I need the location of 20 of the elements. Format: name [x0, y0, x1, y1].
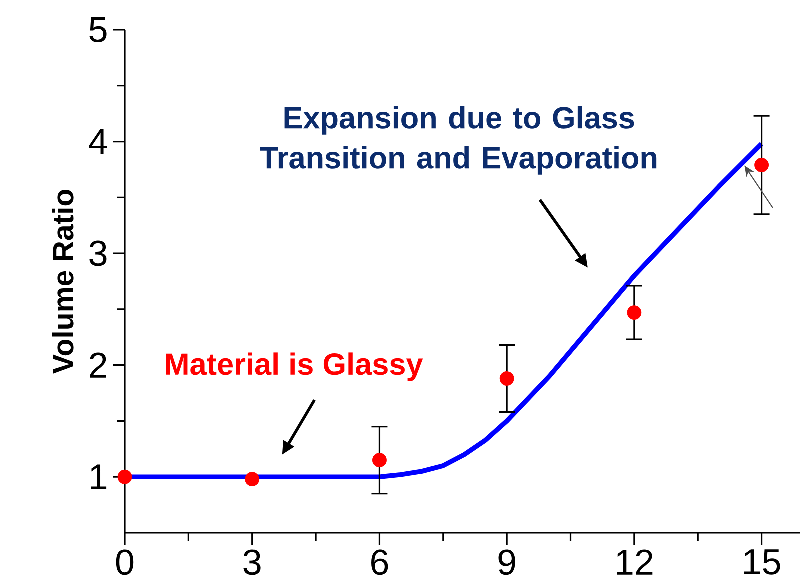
point	[500, 372, 514, 386]
y-tick-label: 2	[90, 352, 106, 378]
annotation: Material is Glassy	[166, 352, 424, 382]
y-axis-title: Volume Ratio	[52, 190, 74, 374]
x-tick-label: 12	[617, 550, 653, 575]
point	[627, 306, 642, 320]
y-tick-label: 1	[91, 464, 107, 490]
x-tick-label: 15	[744, 550, 780, 575]
point	[372, 453, 387, 468]
y-tick-label: 4	[89, 129, 108, 154]
x-tick-label: 6	[372, 550, 388, 576]
point	[245, 472, 260, 487]
x-tick-label: 3	[244, 550, 261, 576]
point	[118, 470, 132, 484]
y-tick-label: 3	[90, 240, 107, 266]
x-tick-label: 0	[116, 550, 134, 576]
annotation: Expansion due to Glass Transition and Evaporation	[260, 106, 657, 175]
point	[754, 158, 769, 172]
y-tick-label: 5	[90, 17, 107, 43]
x-tick-label: 9	[498, 550, 516, 576]
